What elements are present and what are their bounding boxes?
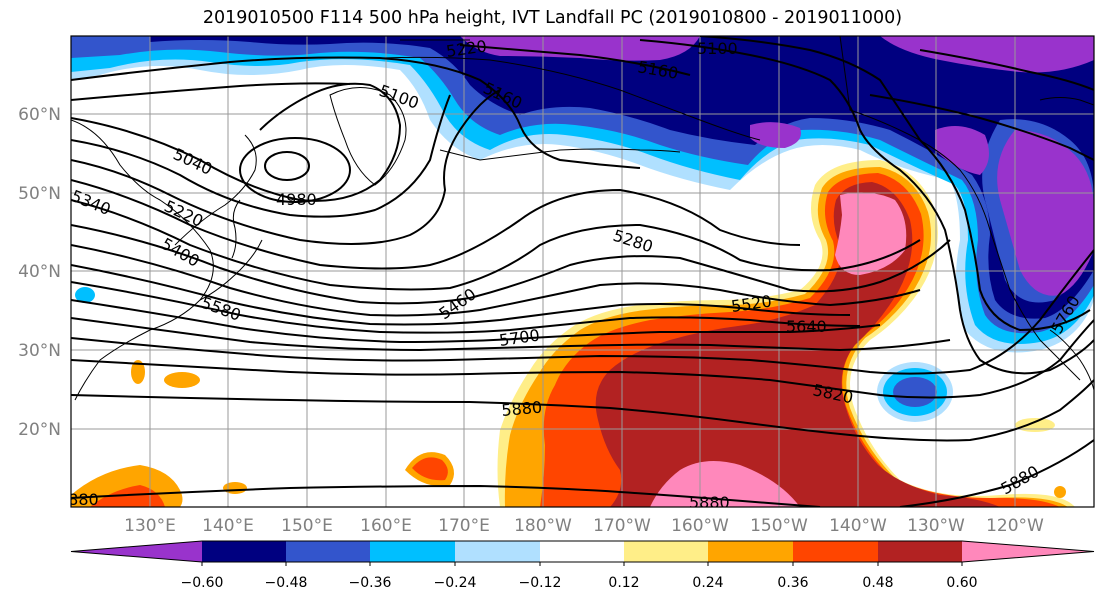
lon-label: 120°W — [986, 516, 1044, 536]
lon-label: 150°W — [750, 516, 808, 536]
lon-label: 140°W — [829, 516, 887, 536]
colorbar-segment — [540, 541, 624, 562]
colorbar-tick-label: 0.48 — [862, 575, 893, 591]
lat-label: 30°N — [18, 341, 61, 361]
positive-ivt-shading — [71, 160, 1075, 507]
contour-label: 5880 — [501, 398, 543, 420]
lat-label: 20°N — [18, 420, 61, 440]
contour-label: 5880 — [689, 493, 730, 512]
lon-label: 130°W — [907, 516, 965, 536]
colorbar-tick-label: 0.60 — [946, 575, 977, 591]
colorbar-segment — [202, 541, 286, 562]
contour-label: 5880 — [58, 490, 99, 509]
colorbar — [70, 540, 1095, 566]
colorbar-tick-label: 0.12 — [608, 575, 639, 591]
colorbar-tick-label: −0.36 — [349, 575, 392, 591]
contour-label: 5640 — [786, 317, 827, 336]
contour-label: 4980 — [276, 190, 317, 209]
colorbar-tick-label: −0.48 — [265, 575, 308, 591]
colorbar-tick-label: −0.12 — [519, 575, 562, 591]
colorbar-segment — [71, 541, 202, 562]
colorbar-tick-label: 0.24 — [692, 575, 723, 591]
colorbar-segment — [370, 541, 455, 562]
lon-label: 170°W — [593, 516, 651, 536]
map-title: 2019010500 F114 500 hPa height, IVT Land… — [202, 8, 903, 28]
height-contours — [71, 36, 1094, 507]
lon-label: 130°E — [124, 516, 176, 536]
lon-label: 180°W — [514, 516, 572, 536]
lat-label: 50°N — [18, 184, 61, 204]
lat-label: 40°N — [18, 262, 61, 282]
contour-label: 5100 — [697, 39, 738, 58]
lat-label: 60°N — [18, 105, 61, 125]
colorbar-ticks: −0.60 −0.48 −0.36 −0.24 −0.12 0.12 0.24 … — [181, 575, 978, 591]
longitude-labels: 130°E 140°E 150°E 160°E 170°E 180°W 170°… — [124, 516, 1044, 536]
map-frame — [70, 35, 1095, 508]
colorbar-segment — [962, 541, 1094, 562]
lon-label: 140°E — [202, 516, 254, 536]
colorbar-segment — [793, 541, 878, 562]
latitude-labels: 60°N 50°N 40°N 30°N 20°N — [18, 105, 61, 440]
colorbar-tick-label: −0.60 — [181, 575, 224, 591]
colorbar-segment — [624, 541, 708, 562]
colorbar-tick-label: −0.24 — [434, 575, 477, 591]
lon-label: 160°E — [360, 516, 412, 536]
lon-label: 160°W — [671, 516, 729, 536]
lon-label: 170°E — [438, 516, 490, 536]
colorbar-segment — [878, 541, 962, 562]
colorbar-segment — [708, 541, 793, 562]
colorbar-segment — [455, 541, 540, 562]
colorbar-tick-label: 0.36 — [777, 575, 808, 591]
colorbar-segment — [286, 541, 370, 562]
lon-label: 150°E — [281, 516, 333, 536]
